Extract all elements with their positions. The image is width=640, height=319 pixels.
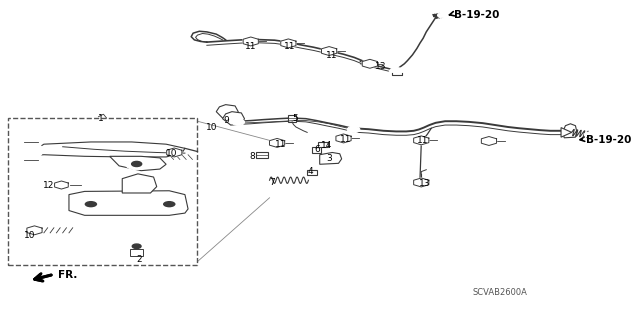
Polygon shape <box>281 39 296 48</box>
Circle shape <box>128 242 145 251</box>
Polygon shape <box>223 112 244 125</box>
Polygon shape <box>131 249 143 256</box>
Polygon shape <box>25 142 185 157</box>
Circle shape <box>232 119 244 125</box>
Circle shape <box>417 180 426 185</box>
Circle shape <box>584 132 595 137</box>
Circle shape <box>484 139 493 143</box>
Text: 10: 10 <box>24 231 35 240</box>
Text: 9: 9 <box>224 116 230 125</box>
Polygon shape <box>307 170 317 175</box>
Polygon shape <box>481 137 497 145</box>
Polygon shape <box>413 136 429 145</box>
Polygon shape <box>312 147 321 153</box>
Polygon shape <box>319 142 328 147</box>
Text: B-19-20: B-19-20 <box>586 135 632 145</box>
Text: 14: 14 <box>321 141 332 150</box>
Circle shape <box>125 158 148 170</box>
Text: 11: 11 <box>275 140 286 149</box>
Circle shape <box>163 201 175 207</box>
Circle shape <box>284 41 292 46</box>
Circle shape <box>132 161 141 167</box>
Text: 6: 6 <box>315 145 321 154</box>
Polygon shape <box>54 181 68 189</box>
Circle shape <box>132 244 141 249</box>
Text: 13: 13 <box>419 179 430 188</box>
Text: 11: 11 <box>284 42 296 51</box>
Circle shape <box>324 49 333 53</box>
Circle shape <box>159 199 179 209</box>
Circle shape <box>58 183 65 187</box>
Text: 10: 10 <box>166 149 178 158</box>
Circle shape <box>246 39 255 44</box>
Polygon shape <box>362 59 378 68</box>
Text: SCVAB2600A: SCVAB2600A <box>472 288 527 297</box>
Polygon shape <box>336 134 351 143</box>
Polygon shape <box>563 124 577 138</box>
Circle shape <box>339 136 348 141</box>
Text: 11: 11 <box>417 137 428 145</box>
Circle shape <box>273 141 282 145</box>
Polygon shape <box>561 128 572 137</box>
Text: 4: 4 <box>307 167 313 176</box>
Polygon shape <box>216 105 238 118</box>
Text: 10: 10 <box>205 123 217 132</box>
Text: 11: 11 <box>326 51 337 60</box>
Text: 11: 11 <box>340 135 351 144</box>
Circle shape <box>30 228 39 233</box>
Text: 13: 13 <box>375 63 387 71</box>
Polygon shape <box>122 174 157 193</box>
Polygon shape <box>256 152 268 158</box>
Text: 3: 3 <box>326 154 332 163</box>
Polygon shape <box>109 156 166 171</box>
Text: 5: 5 <box>292 114 298 123</box>
Polygon shape <box>27 226 42 235</box>
Text: 11: 11 <box>244 42 256 51</box>
Text: 7: 7 <box>269 178 275 187</box>
Circle shape <box>81 199 101 209</box>
Circle shape <box>84 201 97 207</box>
Circle shape <box>348 126 360 133</box>
Text: 12: 12 <box>43 181 54 190</box>
Text: FR.: FR. <box>58 270 77 280</box>
Polygon shape <box>289 115 296 122</box>
Polygon shape <box>69 191 188 215</box>
Text: B-19-20: B-19-20 <box>454 10 500 20</box>
Text: 1: 1 <box>99 114 104 122</box>
Ellipse shape <box>17 141 43 160</box>
Text: 2: 2 <box>137 256 142 264</box>
Polygon shape <box>243 37 259 46</box>
Polygon shape <box>320 152 342 164</box>
Circle shape <box>417 138 426 143</box>
Polygon shape <box>166 148 182 157</box>
Circle shape <box>389 68 404 75</box>
Polygon shape <box>321 47 337 56</box>
Circle shape <box>438 13 447 18</box>
Bar <box>8 118 198 265</box>
Circle shape <box>170 150 179 155</box>
Polygon shape <box>413 178 429 187</box>
Text: 8: 8 <box>250 152 255 161</box>
Circle shape <box>365 62 374 66</box>
Polygon shape <box>269 138 285 147</box>
